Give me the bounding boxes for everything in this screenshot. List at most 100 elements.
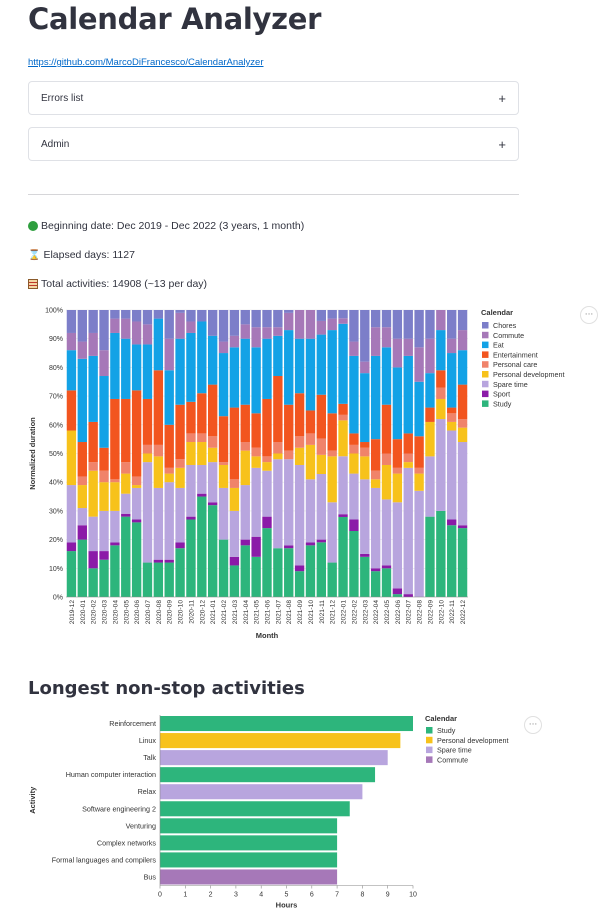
bar-segment bbox=[349, 310, 359, 342]
bar-segment bbox=[66, 350, 77, 391]
expander-label: Errors list bbox=[41, 92, 84, 104]
bar-segment bbox=[186, 310, 196, 322]
bar-segment bbox=[436, 370, 446, 388]
x-tick-label: 2020-03 bbox=[102, 600, 109, 625]
bar-segment bbox=[349, 444, 359, 454]
bar-segment bbox=[240, 539, 250, 546]
bar-segment bbox=[392, 594, 403, 597]
bar-segment bbox=[251, 456, 261, 468]
bar-segment bbox=[381, 565, 392, 569]
legend-swatch bbox=[482, 331, 489, 339]
bar-segment bbox=[273, 335, 283, 377]
bar-segment bbox=[218, 464, 229, 488]
x-tick-label: 2022-03 bbox=[362, 600, 369, 625]
bar-segment bbox=[175, 548, 185, 597]
legend-swatch bbox=[482, 351, 489, 358]
bar-segment bbox=[175, 338, 185, 405]
bar-segment bbox=[88, 516, 98, 552]
y-tick-label: Complex networks bbox=[97, 838, 157, 847]
x-tick-label: 2022-07 bbox=[406, 600, 413, 625]
legend-label: Chores bbox=[493, 321, 517, 330]
bar-segment bbox=[131, 321, 142, 345]
bar-segment bbox=[240, 450, 250, 486]
bar-segment bbox=[77, 476, 87, 486]
x-tick-label: 2020-11 bbox=[188, 600, 195, 624]
bar-segment bbox=[273, 310, 283, 328]
admin-expander[interactable]: Admin + bbox=[28, 127, 519, 161]
legend-title: Calendar bbox=[425, 714, 457, 723]
x-tick-label: 2022-09 bbox=[427, 600, 434, 625]
bar-segment bbox=[186, 516, 196, 520]
bar-segment bbox=[164, 559, 174, 563]
bar-segment bbox=[186, 464, 196, 517]
bar-segment bbox=[142, 453, 153, 463]
bar-segment bbox=[207, 335, 218, 385]
bar-segment bbox=[305, 444, 316, 480]
bar-segment bbox=[66, 551, 77, 597]
bar-segment bbox=[284, 450, 294, 460]
bar-segment bbox=[447, 525, 457, 597]
bar-segment bbox=[349, 519, 359, 531]
errors-list-expander[interactable]: Errors list + bbox=[28, 81, 519, 115]
bar bbox=[160, 818, 338, 834]
legend-label: Commute bbox=[437, 755, 468, 764]
bar-segment bbox=[88, 568, 98, 597]
bar-segment bbox=[99, 310, 109, 351]
x-tick-label: 2021-07 bbox=[275, 600, 282, 625]
x-tick-label: 2022-11 bbox=[449, 600, 456, 624]
bar-segment bbox=[338, 403, 348, 415]
bar-segment bbox=[338, 323, 348, 404]
bar-segment bbox=[164, 482, 174, 560]
bar-segment bbox=[218, 539, 229, 597]
bar-segment bbox=[251, 467, 261, 537]
bar-segment bbox=[251, 310, 261, 328]
bar-segment bbox=[381, 453, 392, 465]
chart-menu-button[interactable]: ··· bbox=[580, 306, 598, 324]
bar-segment bbox=[294, 310, 305, 339]
beginning-date-stat: Beginning date: Dec 2019 - Dec 2022 (3 y… bbox=[28, 220, 304, 232]
x-tick-label: 2021-11 bbox=[319, 600, 326, 624]
chart-menu-button[interactable]: ··· bbox=[524, 716, 542, 734]
bar-segment bbox=[447, 421, 457, 431]
bar-segment bbox=[414, 490, 424, 597]
bar-segment bbox=[175, 404, 185, 460]
page-title: Calendar Analyzer bbox=[28, 2, 322, 36]
plus-icon: + bbox=[498, 136, 506, 152]
bar-segment bbox=[262, 462, 272, 471]
bar-segment bbox=[153, 562, 164, 597]
bar-segment bbox=[425, 516, 435, 597]
bar-segment bbox=[305, 479, 316, 543]
bar-segment bbox=[403, 467, 413, 595]
bar-segment bbox=[207, 505, 218, 597]
x-tick-label: 2 bbox=[209, 892, 213, 899]
y-tick-label: Software engineering 2 bbox=[82, 804, 156, 813]
bar-segment bbox=[338, 310, 348, 319]
expander-label: Admin bbox=[41, 138, 70, 150]
section-title: Longest non-stop activities bbox=[28, 678, 305, 699]
bar-segment bbox=[251, 556, 261, 597]
bar-segment bbox=[425, 338, 435, 374]
x-tick-label: 2021-05 bbox=[254, 600, 261, 625]
x-tick-label: 7 bbox=[335, 892, 339, 899]
x-tick-label: 5 bbox=[285, 892, 289, 899]
bar-segment bbox=[110, 542, 120, 546]
bar-segment bbox=[77, 358, 87, 443]
bar-segment bbox=[142, 310, 153, 325]
bar-segment bbox=[436, 330, 446, 371]
legend-swatch bbox=[482, 371, 489, 378]
bar-segment bbox=[142, 444, 153, 454]
bar-segment bbox=[218, 310, 229, 342]
total-activities-text: Total activities: 14908 (~13 per day) bbox=[41, 278, 208, 290]
bar-segment bbox=[197, 464, 207, 494]
bar-segment bbox=[392, 473, 403, 503]
bar-segment bbox=[273, 453, 283, 460]
x-tick-label: 2020-04 bbox=[112, 600, 119, 625]
legend-swatch bbox=[482, 341, 489, 349]
bar-segment bbox=[229, 310, 240, 336]
repo-link[interactable]: https://github.com/MarcoDiFrancesco/Cale… bbox=[28, 57, 264, 68]
bar-segment bbox=[99, 510, 109, 552]
bar-segment bbox=[142, 562, 153, 597]
bar-segment bbox=[349, 341, 359, 356]
bar-segment bbox=[131, 344, 142, 391]
x-tick-label: 2021-10 bbox=[308, 600, 315, 625]
